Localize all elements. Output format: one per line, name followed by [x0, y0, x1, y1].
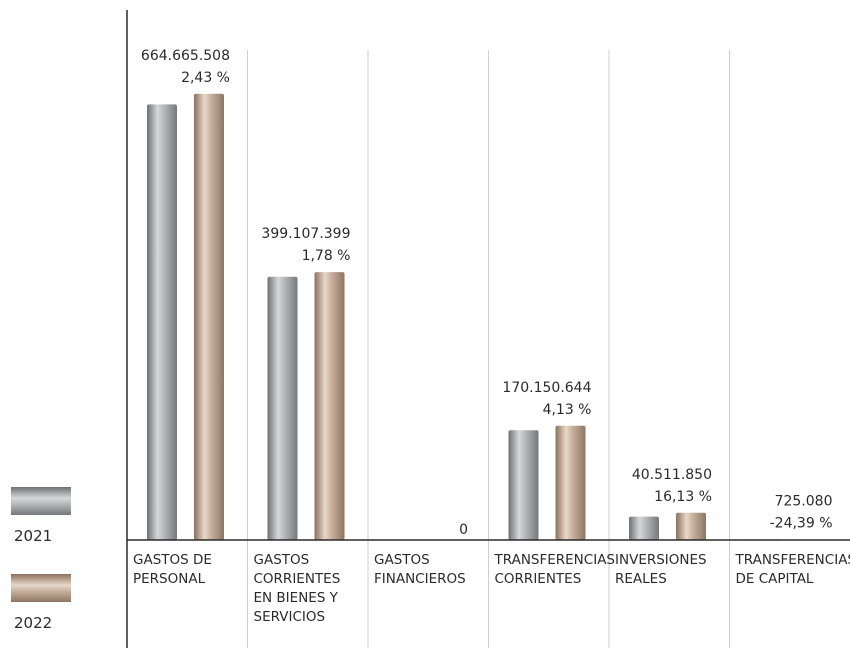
bar-2021 [629, 517, 659, 540]
legend-label-2022: 2022 [14, 614, 52, 632]
bar-2022 [676, 513, 706, 540]
value-label: 399.107.399 [261, 226, 350, 242]
legend-swatch-2022 [11, 574, 71, 602]
bar-2022 [556, 426, 586, 540]
change-label: 2,43 % [181, 70, 230, 86]
bar-2022 [315, 272, 345, 540]
change-label: 16,13 % [654, 489, 712, 505]
change-label: 1,78 % [302, 248, 351, 264]
value-label: 725.080 [775, 493, 833, 509]
value-label: 40.511.850 [632, 467, 712, 483]
bar-2021 [147, 104, 177, 540]
legend-label-2021: 2021 [14, 527, 52, 545]
bar-2021 [509, 430, 539, 540]
value-label: 170.150.644 [502, 380, 591, 396]
bar-2022 [194, 94, 224, 540]
legend-swatch-2021 [11, 487, 71, 515]
value-label: 0 [459, 522, 468, 538]
change-label: 4,13 % [543, 402, 592, 418]
value-labels: 664.665.508 2,43 % 399.107.399 1,78 % 0 170.1… [141, 48, 833, 538]
change-label: -24,39 % [770, 515, 833, 531]
bar-2021 [268, 277, 298, 540]
bars [147, 94, 827, 540]
value-label: 664.665.508 [141, 48, 230, 64]
